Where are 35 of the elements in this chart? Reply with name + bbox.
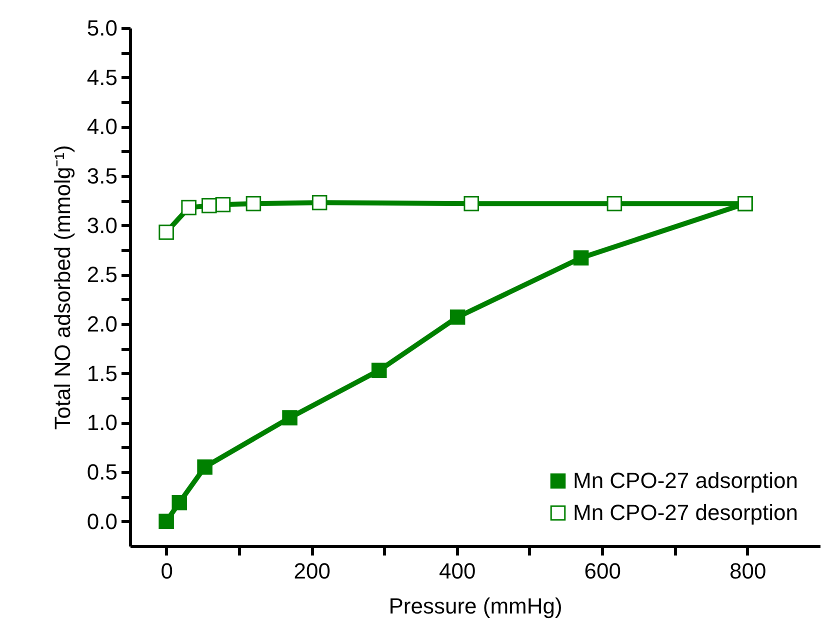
x-tick-label: 800 xyxy=(730,558,766,584)
point xyxy=(573,250,589,266)
point xyxy=(158,514,174,529)
point xyxy=(450,309,466,325)
y-tick-label: 3.0 xyxy=(86,212,118,238)
y-tick-label: 1.0 xyxy=(86,410,118,436)
y-tick-label: 2.0 xyxy=(86,312,118,336)
point xyxy=(246,196,262,212)
point xyxy=(606,196,622,212)
point xyxy=(202,198,217,214)
point xyxy=(172,494,188,510)
x-tick-label: 400 xyxy=(438,558,476,584)
y-tick-label: 3.5 xyxy=(86,164,118,188)
point xyxy=(312,195,328,210)
y-tick-label: 0.0 xyxy=(86,508,118,534)
point xyxy=(158,224,174,240)
point xyxy=(282,410,298,426)
point xyxy=(197,459,212,475)
point xyxy=(464,196,480,212)
x-tick-label: 200 xyxy=(294,558,330,584)
legend-label: Mn CPO-27 desorption xyxy=(573,500,798,525)
y-axis-title: Total NO adsorbed (mmolg⁻¹) xyxy=(50,145,75,430)
x-tick-label: 0 xyxy=(160,558,173,584)
x-tick-label: 600 xyxy=(584,558,621,584)
y-tick-label: 4.5 xyxy=(86,64,118,90)
point xyxy=(371,362,387,378)
point xyxy=(215,196,231,212)
y-tick-label: 2.5 xyxy=(86,262,118,288)
point xyxy=(181,200,196,216)
legend-label: Mn CPO-27 adsorption xyxy=(573,468,798,493)
y-tick-label: 0.5 xyxy=(86,460,118,484)
y-tick-label: 1.5 xyxy=(86,360,118,386)
y-tick-label: 5.0 xyxy=(86,16,118,40)
y-tick-label: 4.0 xyxy=(86,114,118,140)
x-axis-title: Pressure (mmHg) xyxy=(388,594,562,618)
